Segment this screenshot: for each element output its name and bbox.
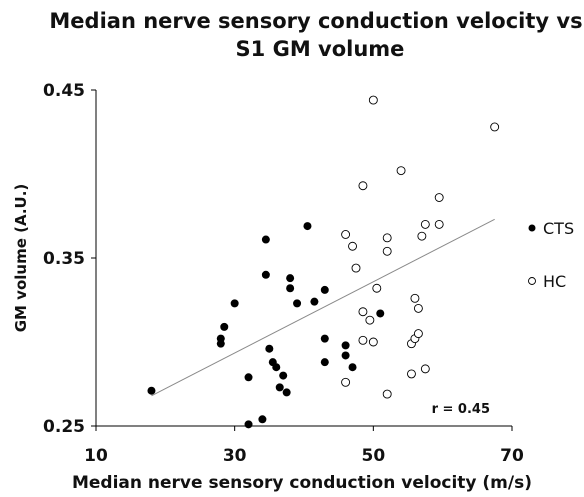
data-point-hc xyxy=(434,219,444,229)
data-point-cts xyxy=(230,299,239,308)
data-point-hc xyxy=(372,283,382,293)
data-point-cts xyxy=(282,388,291,397)
data-point-cts xyxy=(244,373,253,382)
data-point-cts xyxy=(261,235,270,244)
data-point-cts xyxy=(348,363,357,372)
data-point-cts xyxy=(272,363,281,372)
legend: CTS HC xyxy=(528,219,574,291)
data-point-cts xyxy=(244,420,253,429)
legend-marker-cts xyxy=(528,224,536,232)
chart-title-line-1: Median nerve sensory conduction velocity… xyxy=(49,9,584,33)
data-point-cts xyxy=(310,297,319,306)
data-point-hc xyxy=(358,181,368,191)
data-point-hc xyxy=(341,230,351,239)
data-point-hc xyxy=(413,303,423,313)
data-point-cts xyxy=(341,341,350,350)
data-point-cts xyxy=(258,415,267,424)
trendline xyxy=(151,218,495,397)
data-point-hc xyxy=(368,95,378,105)
data-point-cts xyxy=(341,351,350,360)
data-point-hc xyxy=(382,389,392,399)
y-tick-label: 0.45 xyxy=(43,81,85,101)
data-point-cts xyxy=(303,222,312,231)
data-point-hc xyxy=(420,219,430,229)
x-tick-label: 70 xyxy=(500,446,524,466)
legend-label-hc: HC xyxy=(543,272,566,291)
chart-title-line-2: S1 GM volume xyxy=(235,37,405,61)
data-point-cts xyxy=(279,371,288,380)
data-point-hc xyxy=(358,335,368,345)
data-point-hc xyxy=(420,364,430,374)
data-point-hc xyxy=(368,337,378,347)
data-points xyxy=(147,95,500,429)
x-axis-label: Median nerve sensory conduction velocity… xyxy=(72,473,532,493)
data-point-hc xyxy=(348,241,357,251)
data-point-hc xyxy=(358,307,368,317)
legend-marker-hc xyxy=(528,277,536,285)
data-point-cts xyxy=(216,334,225,343)
data-point-hc xyxy=(341,377,351,387)
y-tick-label: 0.35 xyxy=(43,249,85,269)
y-tick-label: 0.25 xyxy=(43,417,85,437)
data-point-hc xyxy=(351,263,361,273)
data-point-cts xyxy=(286,274,295,283)
y-axis-label: GM volume (A.U.) xyxy=(12,184,30,333)
data-point-hc xyxy=(413,329,423,339)
data-point-hc xyxy=(396,166,406,176)
x-tick-label: 50 xyxy=(361,446,385,466)
data-point-hc xyxy=(407,369,416,379)
data-point-hc xyxy=(382,246,392,256)
data-point-cts xyxy=(147,386,156,395)
data-point-cts xyxy=(376,309,385,318)
axes xyxy=(95,90,512,427)
x-tick-label: 10 xyxy=(84,446,108,466)
data-point-cts xyxy=(293,299,302,308)
data-point-cts xyxy=(320,285,329,294)
data-point-cts xyxy=(286,284,295,293)
x-tick-label: 30 xyxy=(223,446,247,466)
data-point-cts xyxy=(320,334,329,343)
data-point-cts xyxy=(265,344,274,353)
data-point-hc xyxy=(365,315,375,325)
tick-labels: 10 30 50 70 0.25 0.35 0.45 xyxy=(43,81,524,466)
data-point-cts xyxy=(275,383,284,392)
data-point-hc xyxy=(410,293,420,303)
data-point-hc xyxy=(434,193,444,202)
data-point-hc xyxy=(490,122,500,132)
data-point-cts xyxy=(320,358,329,367)
data-point-cts xyxy=(261,270,270,279)
data-point-cts xyxy=(220,322,229,331)
correlation-annotation: r = 0.45 xyxy=(432,402,490,417)
legend-label-cts: CTS xyxy=(543,219,574,238)
data-point-hc xyxy=(382,233,392,243)
data-point-hc xyxy=(417,231,427,241)
